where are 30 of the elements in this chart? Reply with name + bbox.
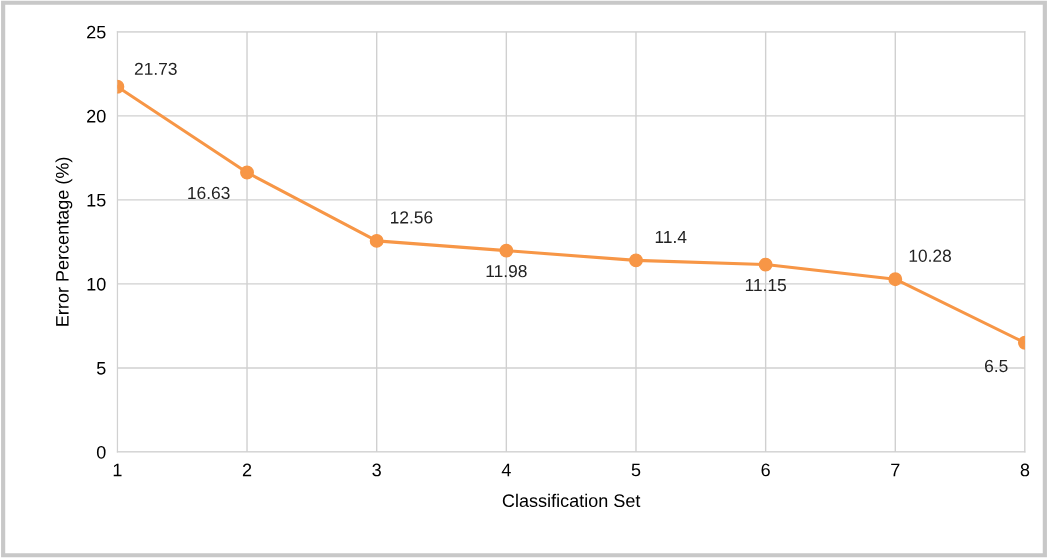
y-tick-label: 15 (87, 194, 106, 207)
y-axis-title: Error Percentage (%) (55, 157, 73, 326)
data-label: 16.63 (188, 186, 230, 200)
data-label: 11.4 (655, 230, 687, 243)
point (758, 257, 773, 272)
y-tick-label: 5 (96, 362, 106, 375)
x-tick-label: 5 (631, 463, 641, 477)
data-label: 11.98 (486, 264, 527, 278)
y-tick-label: 25 (87, 25, 106, 39)
point (629, 253, 643, 268)
point (369, 233, 384, 248)
y-tick-label: 0 (96, 445, 106, 459)
data-label: 21.73 (134, 62, 177, 75)
x-tick-label: 7 (891, 463, 900, 477)
x-tick-label: 4 (501, 463, 511, 477)
x-tick-label: 2 (242, 463, 252, 477)
point (499, 243, 514, 258)
data-label: 11.15 (745, 279, 786, 292)
x-tick-label: 3 (372, 463, 381, 477)
x-axis-title: Classification Set (502, 493, 641, 508)
data-label: 10.28 (909, 249, 951, 262)
point (240, 165, 254, 180)
y-tick-label: 20 (87, 109, 106, 123)
data-label: 6.5 (985, 359, 1008, 373)
data-label: 12.56 (391, 211, 433, 224)
x-tick-label: 6 (761, 463, 770, 477)
x-tick-label: 1 (113, 463, 122, 477)
x-tick-label: 8 (1020, 463, 1030, 477)
point (888, 272, 903, 287)
y-tick-label: 10 (87, 277, 106, 291)
